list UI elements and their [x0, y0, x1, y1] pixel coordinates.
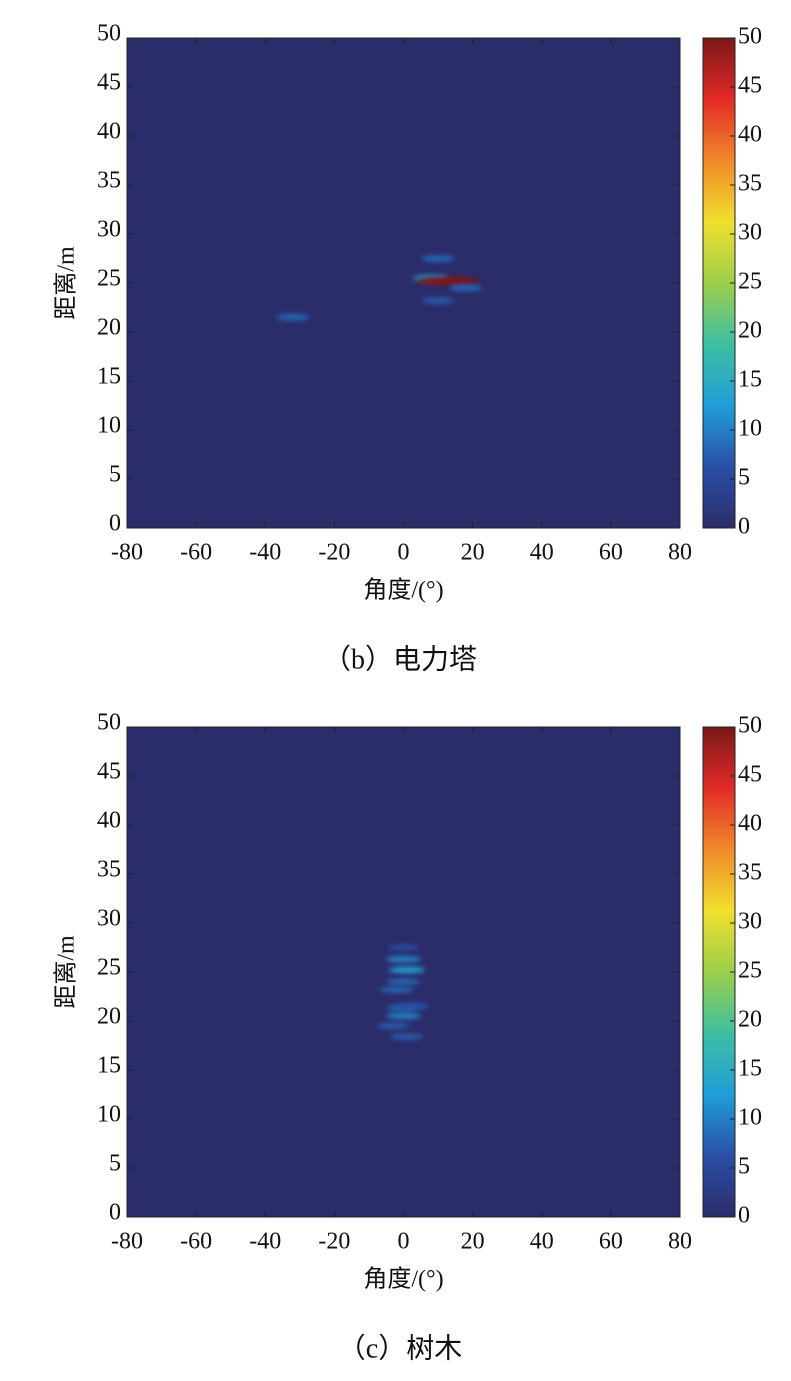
y-tick-label: 10: [97, 1102, 121, 1128]
colorbar-tick-label: 15: [738, 367, 762, 393]
colorbar-tick-label: 35: [738, 860, 762, 886]
heat-spot: [397, 1003, 430, 1010]
heat-spot: [386, 955, 421, 963]
x-axis-label: 角度/(°): [363, 577, 443, 604]
x-tick-label: -20: [318, 1229, 350, 1255]
y-tick-label: 25: [97, 266, 121, 292]
x-tick-label: 40: [530, 540, 554, 566]
chart: -80 -60 -40 -20 0 20 40 60 80 0 5 10 15 20 25 30 35 40 45 5…: [53, 21, 763, 676]
y-tick-label: 15: [97, 1053, 121, 1079]
heat-spot: [386, 1012, 421, 1020]
colorbar-tick-label: 30: [738, 909, 762, 935]
colorbar: [702, 726, 736, 1218]
y-tick-label: 15: [97, 364, 121, 390]
colorbar-tick-label: 40: [738, 811, 762, 837]
x-tick-label: 80: [668, 540, 692, 566]
y-tick-label: 20: [97, 1004, 121, 1030]
y-tick-label: 0: [109, 1200, 121, 1226]
y-tick-label: 40: [97, 808, 121, 834]
y-tick-label: 35: [97, 857, 121, 883]
y-tick-label: 5: [109, 1151, 121, 1177]
y-axis-label: 距离/m: [53, 935, 80, 1009]
x-tick-label: 80: [668, 1229, 692, 1255]
y-tick-label: 40: [97, 119, 121, 145]
colorbar-tick-label: 45: [738, 762, 762, 788]
x-tick-label: 0: [398, 540, 410, 566]
y-tick-label: 20: [97, 315, 121, 341]
caption: （b）电力塔: [323, 643, 477, 675]
y-tick-label: 10: [97, 413, 121, 439]
x-tick-label: -60: [180, 1229, 212, 1255]
colorbar-tick-label: 20: [738, 318, 762, 344]
x-tick-label: 0: [398, 1229, 410, 1255]
heat-spot: [386, 978, 421, 986]
colorbar-tick-label: 45: [738, 73, 762, 99]
plot-background: [127, 38, 680, 528]
heat-spot: [379, 986, 414, 993]
y-tick-label: 30: [97, 217, 121, 243]
x-axis-label: 角度/(°): [363, 1266, 443, 1293]
heat-spot: [390, 1033, 424, 1040]
x-tick-label: -40: [249, 540, 281, 566]
heat-spot: [376, 1022, 410, 1030]
heat-spot: [421, 255, 455, 262]
x-tick-label: 60: [599, 540, 623, 566]
x-tick-label: -60: [180, 540, 212, 566]
y-tick-label: 25: [97, 955, 121, 981]
colorbar-tick-label: 5: [738, 1154, 750, 1180]
x-tick-label: -40: [249, 1229, 281, 1255]
colorbar-tick-label: 50: [738, 713, 762, 739]
colorbar-tick-label: 25: [738, 269, 762, 295]
x-tick-label: 20: [461, 1229, 485, 1255]
colorbar-tick-label: 15: [738, 1056, 762, 1082]
y-tick-label: 35: [97, 168, 121, 194]
colorbar-tick-label: 10: [738, 1105, 762, 1131]
y-tick-label: 0: [109, 511, 121, 537]
colorbar-tick-label: 0: [738, 514, 750, 540]
colorbar-tick-label: 30: [738, 220, 762, 246]
heat-spot: [387, 944, 420, 951]
x-tick-label: -20: [318, 540, 350, 566]
x-tick-label: 60: [599, 1229, 623, 1255]
colorbar-tick-label: 35: [738, 171, 762, 197]
x-tick-label: 40: [530, 1229, 554, 1255]
heat-spot: [448, 284, 483, 292]
y-tick-label: 45: [97, 70, 121, 96]
colorbar-tick-label: 0: [738, 1203, 750, 1229]
colorbar: [702, 37, 736, 529]
y-tick-label: 50: [97, 21, 121, 47]
x-tick-label: 20: [461, 540, 485, 566]
x-tick-label: -80: [111, 1229, 143, 1255]
y-tick-label: 30: [97, 906, 121, 932]
heat-spot: [388, 966, 426, 974]
caption: （c）树木: [338, 1332, 462, 1364]
heat-spot: [276, 314, 310, 321]
colorbar-tick-label: 5: [738, 465, 750, 491]
colorbar-tick-label: 20: [738, 1007, 762, 1033]
y-axis-label: 距离/m: [53, 246, 80, 320]
y-tick-label: 50: [97, 710, 121, 736]
heat-spot: [416, 276, 480, 286]
colorbar-tick-label: 50: [738, 24, 762, 50]
y-tick-label: 5: [109, 462, 121, 488]
colorbar-tick-label: 10: [738, 416, 762, 442]
y-tick-label: 45: [97, 759, 121, 785]
x-tick-label: -80: [111, 540, 143, 566]
colorbar-tick-label: 25: [738, 958, 762, 984]
chart: -80 -60 -40 -20 0 20 40 60 80 0 5 10 15 20 25 30 35 40 45 5…: [53, 710, 763, 1365]
heat-spot: [421, 297, 455, 304]
colorbar-tick-label: 40: [738, 122, 762, 148]
